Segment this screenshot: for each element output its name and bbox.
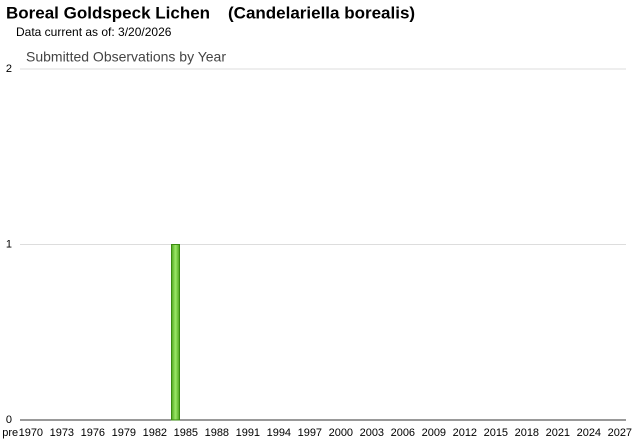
- y-tick-label: 2: [6, 63, 12, 75]
- x-tick-label: 2012: [453, 427, 477, 439]
- subtitle: Data current as of: 3/20/2026: [16, 25, 172, 39]
- x-tick-label: 1970: [19, 427, 43, 439]
- x-tick-label: 1982: [143, 427, 167, 439]
- x-tick-label: 1994: [267, 427, 291, 439]
- x-tick-label: 1985: [174, 427, 198, 439]
- y-tick-label: 0: [6, 414, 12, 426]
- y-tick-label: 1: [6, 238, 12, 250]
- x-tick-label: 1976: [81, 427, 105, 439]
- x-tick-label: 2021: [546, 427, 570, 439]
- x-tick-label: 2000: [329, 427, 353, 439]
- x-tick-label: pre: [2, 427, 18, 439]
- x-tick-label: 2006: [391, 427, 415, 439]
- x-tick-label: 1973: [50, 427, 74, 439]
- x-tick-label: 2018: [515, 427, 539, 439]
- x-tick-label: 1988: [205, 427, 229, 439]
- bar: [171, 244, 180, 421]
- x-tick-label: 1979: [112, 427, 136, 439]
- x-tick-label: 2027: [608, 427, 632, 439]
- scientific-name: (Candelariella borealis): [228, 3, 415, 22]
- chart-title: Submitted Observations by Year: [26, 49, 226, 65]
- x-tick-label: 1991: [236, 427, 260, 439]
- x-tick-label: 2003: [360, 427, 384, 439]
- x-tick-label: 2024: [577, 427, 601, 439]
- x-tick-label: 2015: [484, 427, 508, 439]
- x-tick-label: 1997: [298, 427, 322, 439]
- x-tick-label: 2009: [422, 427, 446, 439]
- page-title: Boreal Goldspeck Lichen: [6, 3, 210, 22]
